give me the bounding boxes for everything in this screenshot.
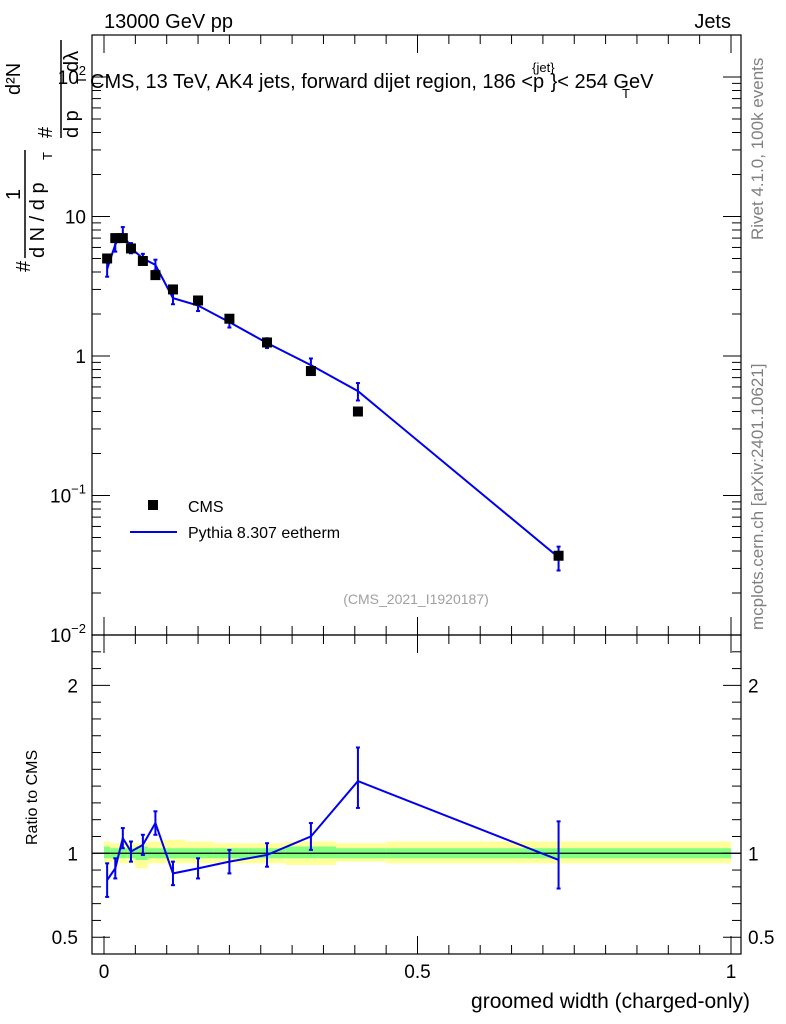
data-point [193,295,204,306]
side-source-label: mcplots.cern.ch [arXiv:2401.10621] [748,364,767,630]
legend-mc-label: Pythia 8.307 eetherm [188,525,340,542]
x-tick-label: 0.5 [404,962,430,983]
ratio-panel: 0.5 0.51 12 2 0 0.5 1 Ratio to CMS groomed wi… [24,634,775,1013]
main-y-tick-label: 1 [75,347,86,368]
ratio-x-tick-labels: 0 0.5 1 [99,962,737,983]
data-point [352,406,363,417]
ylabel-d2n: d²N [3,63,25,95]
ratio-y-tick-label-right: 1 [748,844,759,865]
main-y-tick-label: 10−1 [50,481,86,507]
tick-label-base: 10 [58,68,79,89]
chart-title: CMS, 13 TeV, AK4 jets, forward dijet reg… [90,60,654,93]
header-collision-label: 13000 GeV pp [104,11,233,33]
ratio-y-tick-label-left: 2 [67,676,78,697]
legend: CMS Pythia 8.307 eetherm [130,499,340,542]
data-point [125,243,136,254]
ylabel-hash1: # [13,260,35,272]
ylabel-dpt: d p [61,110,83,138]
data-point [224,313,235,324]
x-tick-label: 1 [726,962,737,983]
data-point [102,253,113,264]
data-point [150,270,161,281]
data-point [117,233,128,244]
chart-title-main: CMS, 13 TeV, AK4 jets, forward dijet reg… [90,71,544,93]
main-x-ticks [103,35,732,635]
mc-error-bars [105,226,561,572]
ratio-series-line [106,779,559,881]
main-frame [91,34,742,636]
data-point [262,337,273,348]
ylabel-hash2: # [35,126,57,138]
tick-label-base: 10 [50,626,71,647]
main-y-tick-label: 10 [65,207,86,228]
ratio-y-axis-label: Ratio to CMS [24,750,41,845]
data-point [110,233,121,244]
header-analysis-label: Jets [694,11,731,33]
ratio-y-tick-label-right: 0.5 [748,928,774,949]
legend-data-marker [148,500,158,510]
tick-label-exponent: 2 [79,63,86,78]
chart-title-tail: }< 254 GeV [551,71,655,93]
tick-label-exponent: −1 [71,481,86,496]
ratio-band-inner [285,846,336,859]
analysis-watermark: (CMS_2021_I1920187) [343,591,489,607]
data-point [553,550,564,561]
legend-data-label: CMS [188,499,224,516]
chart-title-sup: {jet} [532,60,555,75]
ylabel-dlambda: dλ [61,51,83,72]
ratio-y-ticks [92,634,741,955]
ratio-y-tick-label-left: 1 [67,844,78,865]
ratio-x-ticks [103,635,732,954]
ratio-y-tick-label-right: 2 [748,676,759,697]
ylabel-sub2: T [74,76,89,84]
mc-series-line [106,231,560,559]
ratio-y-tick-label-left: 0.5 [52,928,78,949]
ylabel-one: 1 [3,189,25,200]
chart-title-sub: T [622,86,630,101]
ratio-error-bars [105,746,561,898]
ylabel-sub1: T [40,152,55,160]
data-points [102,233,564,561]
data-point [305,366,316,377]
main-y-axis-label: # 1 d N / d p T # d²N d p T dλ [3,40,89,272]
data-point [137,255,148,266]
tick-label-base: 10 [50,486,71,507]
ylabel-dn: d N / d p [27,182,49,258]
ratio-band-inner [104,846,111,859]
main-y-tick-label: 10−2 [50,621,86,647]
ratio-frame [91,634,742,955]
side-rivet-label: Rivet 4.1.0, 100k events [748,58,767,240]
ratio-y-tick-labels: 0.5 0.5 1 1 2 2 [52,676,775,949]
main-y-tick-label: 102 [58,63,86,89]
x-axis-label: groomed width (charged-only) [471,990,750,1013]
x-tick-label: 0 [99,962,110,983]
main-y-ticks [92,34,741,636]
tick-label-exponent: −2 [71,621,86,636]
data-point [167,284,178,295]
